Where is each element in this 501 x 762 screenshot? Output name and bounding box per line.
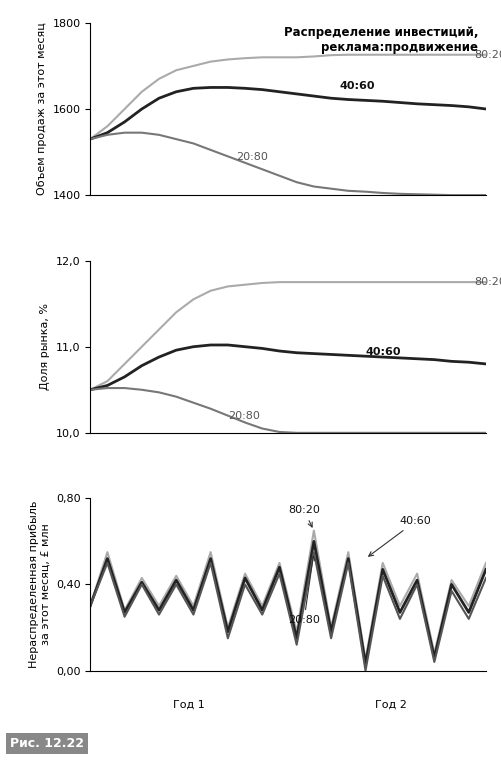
Y-axis label: Объем продаж за этот месяц: Объем продаж за этот месяц bbox=[37, 23, 47, 195]
Text: Распределение инвестиций,
реклама:продвижение: Распределение инвестиций, реклама:продви… bbox=[284, 26, 478, 54]
Y-axis label: Доля рынка, %: Доля рынка, % bbox=[40, 303, 50, 390]
Text: Год 2: Год 2 bbox=[375, 700, 407, 709]
Text: Год 1: Год 1 bbox=[173, 700, 205, 709]
Text: 40:60: 40:60 bbox=[366, 347, 401, 357]
Text: 20:80: 20:80 bbox=[288, 556, 320, 625]
Text: 40:60: 40:60 bbox=[369, 516, 432, 556]
Text: 20:80: 20:80 bbox=[228, 411, 260, 421]
Text: 80:20: 80:20 bbox=[474, 277, 501, 287]
Text: 20:80: 20:80 bbox=[236, 152, 269, 162]
Text: 80:20: 80:20 bbox=[288, 505, 320, 527]
Y-axis label: Нераспределенная прибыль
за этот месяц, £ млн: Нераспределенная прибыль за этот месяц, … bbox=[29, 501, 50, 668]
Text: Рис. 12.22: Рис. 12.22 bbox=[10, 737, 84, 750]
Text: 40:60: 40:60 bbox=[340, 82, 375, 91]
Text: 80:20: 80:20 bbox=[474, 50, 501, 59]
